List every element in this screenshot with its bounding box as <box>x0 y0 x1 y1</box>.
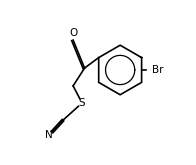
Text: O: O <box>69 28 77 38</box>
Text: N: N <box>45 130 53 140</box>
Text: Br: Br <box>152 65 163 75</box>
Text: S: S <box>79 98 85 108</box>
